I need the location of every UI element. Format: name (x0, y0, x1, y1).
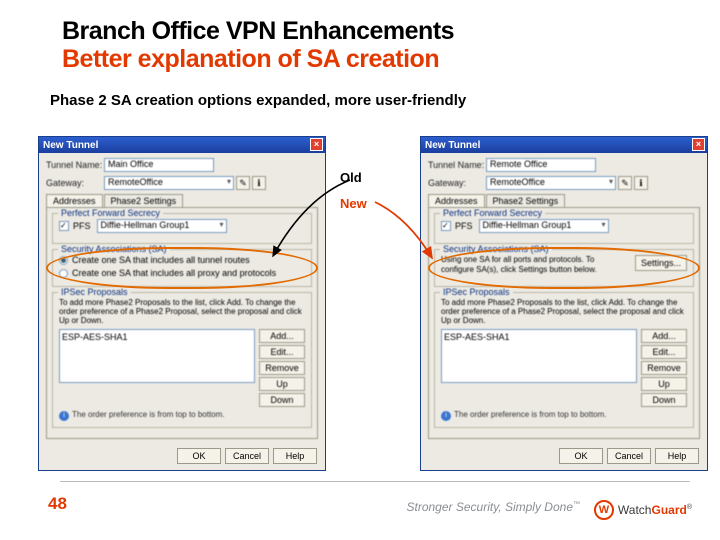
label-old: Old (340, 170, 362, 185)
remove-button[interactable]: Remove (641, 361, 687, 375)
pfs-label: PFS (455, 221, 473, 231)
order-tip: The order preference is from top to bott… (454, 410, 607, 419)
slide-title: Branch Office VPN Enhancements Better ex… (62, 18, 454, 73)
cancel-button[interactable]: Cancel (225, 448, 269, 464)
up-button[interactable]: Up (641, 377, 687, 391)
info-icon: i (441, 411, 451, 421)
tab-addresses[interactable]: Addresses (46, 194, 103, 207)
footer-divider (60, 481, 690, 482)
sa-group-title: Security Associations (SA) (440, 244, 552, 254)
pfs-checkbox[interactable] (59, 221, 69, 231)
tunnel-name-label: Tunnel Name: (46, 160, 104, 170)
proposal-item[interactable]: ESP-AES-SHA1 (444, 332, 634, 342)
edit-button[interactable]: Edit... (641, 345, 687, 359)
proposals-group-title: IPSec Proposals (440, 287, 513, 297)
tab-phase2[interactable]: Phase2 Settings (486, 194, 566, 207)
sa-opt2: Create one SA that includes all proxy an… (72, 268, 276, 278)
pfs-label: PFS (73, 221, 91, 231)
add-button[interactable]: Add... (259, 329, 305, 343)
ok-button[interactable]: OK (559, 448, 603, 464)
edit-button[interactable]: Edit... (259, 345, 305, 359)
add-button[interactable]: Add... (641, 329, 687, 343)
help-button[interactable]: Help (273, 448, 317, 464)
close-icon[interactable]: × (310, 138, 323, 151)
pfs-select[interactable]: Diffie-Hellman Group1 (479, 219, 609, 233)
label-new: New (340, 196, 367, 211)
title-line-2: Better explanation of SA creation (62, 46, 454, 74)
page-number: 48 (48, 494, 67, 514)
proposals-hint: To add more Phase2 Proposals to the list… (59, 298, 305, 326)
footer-tagline: Stronger Security, Simply Done™ (406, 500, 580, 514)
gateway-label: Gateway: (46, 178, 104, 188)
down-button[interactable]: Down (641, 393, 687, 407)
pfs-checkbox[interactable] (441, 221, 451, 231)
logo-mark-icon: W (594, 500, 614, 520)
dialog-new: New Tunnel × Tunnel Name: Remote Office … (420, 136, 708, 471)
titlebar-old: New Tunnel × (39, 137, 325, 153)
tab-addresses[interactable]: Addresses (428, 194, 485, 207)
logo-text: WatchGuard® (618, 503, 692, 517)
proposals-group-title: IPSec Proposals (58, 287, 131, 297)
help-button[interactable]: Help (655, 448, 699, 464)
tunnel-name-input[interactable]: Main Office (104, 158, 214, 172)
proposals-listbox[interactable]: ESP-AES-SHA1 (59, 329, 255, 383)
close-icon[interactable]: × (692, 138, 705, 151)
down-button[interactable]: Down (259, 393, 305, 407)
gateway-label: Gateway: (428, 178, 486, 188)
up-button[interactable]: Up (259, 377, 305, 391)
gateway-select[interactable]: RemoteOffice (104, 176, 234, 190)
tunnel-name-label: Tunnel Name: (428, 160, 486, 170)
slide-subtitle: Phase 2 SA creation options expanded, mo… (50, 92, 466, 109)
gateway-select[interactable]: RemoteOffice (486, 176, 616, 190)
sa-desc: Using one SA for all ports and protocols… (441, 255, 629, 274)
tab-phase2[interactable]: Phase2 Settings (104, 194, 184, 207)
dialog-old: New Tunnel × Tunnel Name: Main Office Ga… (38, 136, 326, 471)
proposals-hint: To add more Phase2 Proposals to the list… (441, 298, 687, 326)
order-tip: The order preference is from top to bott… (72, 410, 225, 419)
sa-radio-1[interactable] (59, 256, 68, 265)
gateway-info-icon[interactable]: ℹ (634, 176, 648, 190)
sa-opt1: Create one SA that includes all tunnel r… (72, 255, 250, 265)
proposal-item[interactable]: ESP-AES-SHA1 (62, 332, 252, 342)
ok-button[interactable]: OK (177, 448, 221, 464)
brand-logo: W WatchGuard® (594, 500, 692, 520)
gateway-new-icon[interactable]: ✎ (618, 176, 632, 190)
settings-button[interactable]: Settings... (635, 255, 687, 271)
pfs-group-title: Perfect Forward Secrecy (440, 208, 545, 218)
titlebar-text: New Tunnel (43, 140, 98, 151)
title-line-1: Branch Office VPN Enhancements (62, 18, 454, 46)
pfs-select[interactable]: Diffie-Hellman Group1 (97, 219, 227, 233)
cancel-button[interactable]: Cancel (607, 448, 651, 464)
remove-button[interactable]: Remove (259, 361, 305, 375)
tunnel-name-input[interactable]: Remote Office (486, 158, 596, 172)
gateway-info-icon[interactable]: ℹ (252, 176, 266, 190)
titlebar-text: New Tunnel (425, 140, 480, 151)
info-icon: i (59, 411, 69, 421)
gateway-new-icon[interactable]: ✎ (236, 176, 250, 190)
pfs-group-title: Perfect Forward Secrecy (58, 208, 163, 218)
sa-group-title: Security Associations (SA) (58, 244, 170, 254)
sa-radio-2[interactable] (59, 269, 68, 278)
titlebar-new: New Tunnel × (421, 137, 707, 153)
proposals-listbox[interactable]: ESP-AES-SHA1 (441, 329, 637, 383)
